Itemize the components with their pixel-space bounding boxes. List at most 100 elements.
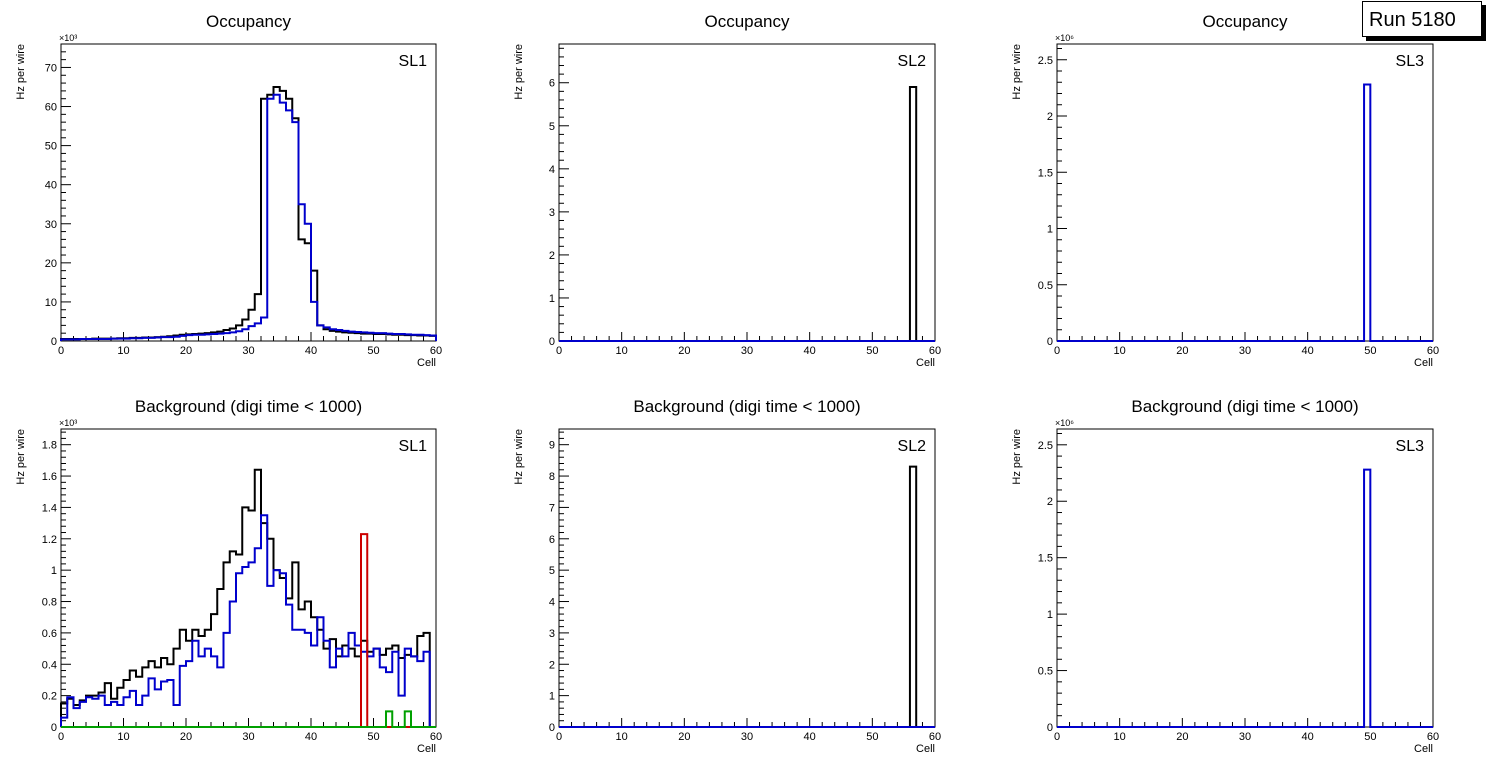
superlayer-label: SL2	[898, 53, 927, 70]
plot-frame	[60, 43, 437, 342]
x-tick-label: 20	[1176, 345, 1188, 357]
histogram-panel: 0 10 20 30 40 50 60 0 1 2 3 4 5 6 7 8 9 Background (digi …	[513, 397, 941, 755]
y-tick-label: 5	[549, 565, 555, 577]
y-tick-label: 0	[51, 722, 57, 734]
plot-frame	[558, 43, 936, 342]
y-tick-label: 0.5	[1038, 666, 1053, 678]
x-tick-label: 40	[1302, 345, 1314, 357]
histogram-series-black	[559, 86, 935, 342]
histogram-series-black	[60, 85, 437, 341]
x-tick-label: 30	[1239, 731, 1251, 743]
histogram-panel: 0 10 20 30 40 50 60 0 1 2 3 4 5 6 Occupancy SL2 Cell Hz p…	[513, 12, 941, 369]
y-tick-label: 0	[549, 336, 555, 348]
y-tick-label: 1	[549, 691, 555, 703]
run-label: Run 5180	[1362, 1, 1482, 37]
x-tick-label: 20	[1176, 731, 1188, 743]
histogram-series-blue	[60, 514, 436, 728]
superlayer-label: SL3	[1396, 53, 1425, 70]
plot-title: Background (digi time < 1000)	[1131, 397, 1358, 416]
x-tick-label: 40	[804, 731, 816, 743]
x-tick-label: 60	[1427, 345, 1439, 357]
x-tick-label: 40	[305, 731, 317, 743]
x-tick-label: 50	[1364, 731, 1376, 743]
y-tick-label: 7	[549, 502, 555, 514]
y-tick-label: 1	[549, 293, 555, 305]
plot-title: Occupancy	[206, 12, 292, 31]
histogram-panel: 0 10 20 30 40 50 60 0 0.5 1 1.5 2 2.5 ×10⁶ Background …	[1011, 397, 1439, 755]
x-tick-label: 30	[1239, 345, 1251, 357]
x-tick-label: 30	[242, 345, 254, 357]
y-tick-label: 1.2	[42, 534, 57, 546]
y-tick-label: 6	[549, 534, 555, 546]
histogram-series-black	[559, 465, 935, 728]
plot-title: Background (digi time < 1000)	[135, 397, 362, 416]
y-tick-label: 0	[1047, 336, 1053, 348]
y-tick-label: 1	[1047, 224, 1053, 236]
y-tick-label: 50	[45, 141, 57, 153]
superlayer-label: SL2	[898, 438, 927, 455]
x-tick-label: 20	[180, 345, 192, 357]
x-tick-label: 10	[1114, 731, 1126, 743]
y-tick-label: 1.5	[1038, 553, 1053, 565]
y-tick-label: 1	[51, 565, 57, 577]
x-tick-label: 10	[1114, 345, 1126, 357]
y-tick-label: 30	[45, 219, 57, 231]
x-tick-label: 60	[430, 345, 442, 357]
y-tick-label: 3	[549, 207, 555, 219]
superlayer-label: SL1	[399, 53, 428, 70]
y-tick-label: 1.8	[42, 440, 57, 452]
x-tick-label: 0	[1054, 345, 1060, 357]
y-axis-label: Hz per wire	[15, 44, 27, 100]
x-axis-label: Cell	[417, 357, 436, 369]
plot-frame	[1056, 428, 1434, 728]
y-axis-label: Hz per wire	[513, 44, 525, 100]
x-tick-label: 0	[1054, 731, 1060, 743]
histogram-series-blue	[1057, 468, 1433, 728]
y-tick-label: 1.5	[1038, 167, 1053, 179]
x-tick-label: 10	[117, 731, 129, 743]
x-tick-label: 0	[556, 345, 562, 357]
plot-frame	[60, 428, 437, 728]
superlayer-label: SL1	[399, 438, 428, 455]
x-tick-label: 0	[58, 731, 64, 743]
x-tick-label: 50	[367, 345, 379, 357]
x-tick-label: 30	[741, 731, 753, 743]
y-tick-label: 40	[45, 180, 57, 192]
y-tick-label: 4	[549, 597, 555, 609]
y-tick-label: 8	[549, 471, 555, 483]
y-tick-label: 2	[1047, 496, 1053, 508]
y-axis-label: Hz per wire	[513, 429, 525, 485]
histogram-series-blue	[1057, 83, 1433, 342]
x-axis-label: Cell	[1414, 357, 1433, 369]
x-tick-label: 50	[866, 345, 878, 357]
x-tick-label: 10	[616, 731, 628, 743]
x-tick-label: 30	[741, 345, 753, 357]
x-tick-label: 50	[866, 731, 878, 743]
x-tick-label: 60	[430, 731, 442, 743]
x-axis-label: Cell	[916, 743, 935, 755]
plot-title: Occupancy	[704, 12, 790, 31]
histogram-panel: 0 10 20 30 40 50 60 0 10 20 30 40 50 60 70 ×10³ Occupanc…	[15, 12, 442, 369]
y-tick-label: 6	[549, 78, 555, 90]
x-tick-label: 0	[556, 731, 562, 743]
plot-title: Background (digi time < 1000)	[633, 397, 860, 416]
y-tick-label: 0	[549, 722, 555, 734]
y-tick-label: 4	[549, 164, 555, 176]
y-tick-label: 9	[549, 440, 555, 452]
x-tick-label: 10	[616, 345, 628, 357]
y-exponent-label: ×10⁶	[1055, 418, 1074, 428]
y-tick-label: 60	[45, 102, 57, 114]
histogram-series-green	[61, 710, 436, 728]
y-tick-label: 0.5	[1038, 280, 1053, 292]
y-tick-label: 2	[549, 659, 555, 671]
histogram-panel: 0 10 20 30 40 50 60 0 0.2 0.4 0.6 0.8 1 1.2 1.4 1.6 1.8 ×…	[15, 397, 442, 755]
x-tick-label: 20	[180, 731, 192, 743]
y-tick-label: 0.8	[42, 597, 57, 609]
y-tick-label: 2	[1047, 111, 1053, 123]
x-tick-label: 40	[305, 345, 317, 357]
y-tick-label: 3	[549, 628, 555, 640]
y-tick-label: 0.2	[42, 691, 57, 703]
y-tick-label: 1.6	[42, 471, 57, 483]
y-tick-label: 70	[45, 62, 57, 74]
x-tick-label: 40	[804, 345, 816, 357]
